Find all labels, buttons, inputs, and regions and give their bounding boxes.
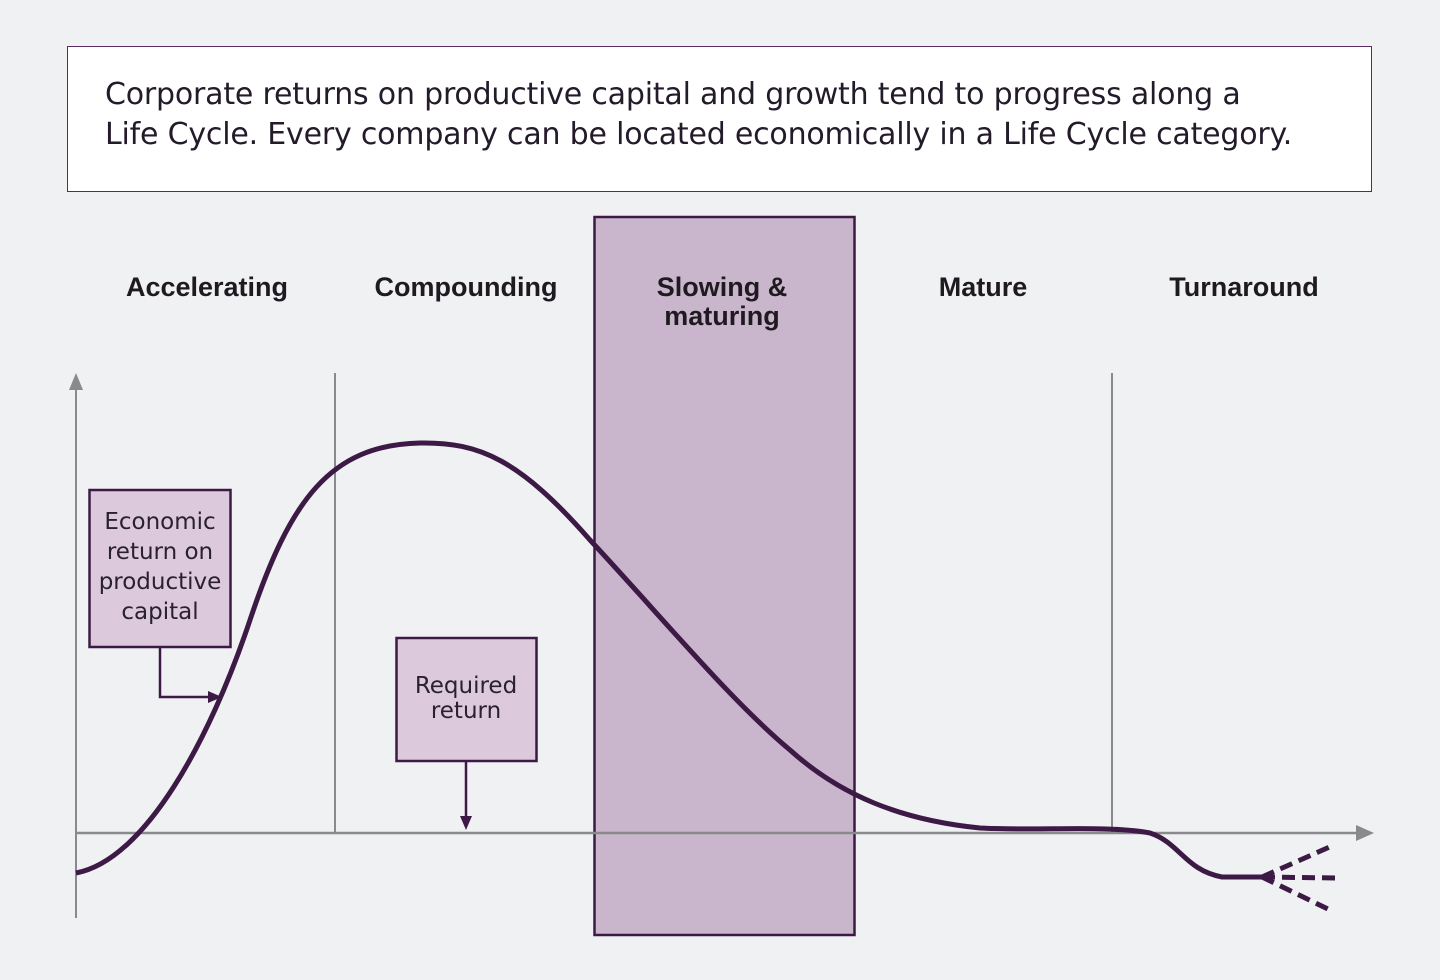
arrow-up-icon bbox=[69, 373, 83, 390]
intro-box: Corporate returns on productive capital … bbox=[67, 46, 1372, 192]
economic-return-line-2: return on bbox=[107, 539, 213, 565]
intro-text: Corporate returns on productive capital … bbox=[105, 75, 1335, 155]
economic-return-line-1: Economic bbox=[104, 509, 215, 535]
stage-label-compounding: Compounding bbox=[375, 272, 558, 302]
stage-label-maturing: maturing bbox=[664, 301, 780, 331]
intro-line-2: Life Cycle. Every company can be located… bbox=[105, 117, 1293, 152]
intro-line-1: Corporate returns on productive capital … bbox=[105, 77, 1241, 112]
economic-return-pointer bbox=[158, 648, 210, 699]
stage-label-turnaround: Turnaround bbox=[1169, 272, 1318, 302]
required-return-line-2: return bbox=[431, 698, 501, 724]
stage-label-slowing: Slowing & bbox=[657, 272, 788, 302]
economic-return-callout: Economic return on productive capital bbox=[88, 488, 232, 703]
arrow-down-icon bbox=[460, 816, 472, 830]
turnaround-outcome-fan bbox=[1260, 842, 1337, 914]
required-return-line-1: Required bbox=[415, 673, 517, 699]
downside-outcome-line bbox=[1260, 874, 1334, 914]
slowing-maturing-band bbox=[593, 215, 856, 937]
stage-label-mature: Mature bbox=[939, 272, 1028, 302]
arrow-right-icon bbox=[208, 691, 222, 703]
required-return-callout-box bbox=[395, 636, 538, 763]
economic-return-callout-box bbox=[88, 488, 232, 649]
flat-outcome-line bbox=[1261, 874, 1337, 881]
economic-return-line-4: capital bbox=[121, 599, 198, 625]
arrow-right-icon bbox=[1356, 825, 1374, 841]
economic-return-line-3: productive bbox=[99, 569, 222, 595]
upside-outcome-line bbox=[1260, 842, 1336, 880]
required-return-callout: Required return bbox=[395, 636, 538, 830]
economic-return-curve bbox=[75, 440, 1262, 880]
stage-label-accelerating: Accelerating bbox=[126, 272, 288, 302]
